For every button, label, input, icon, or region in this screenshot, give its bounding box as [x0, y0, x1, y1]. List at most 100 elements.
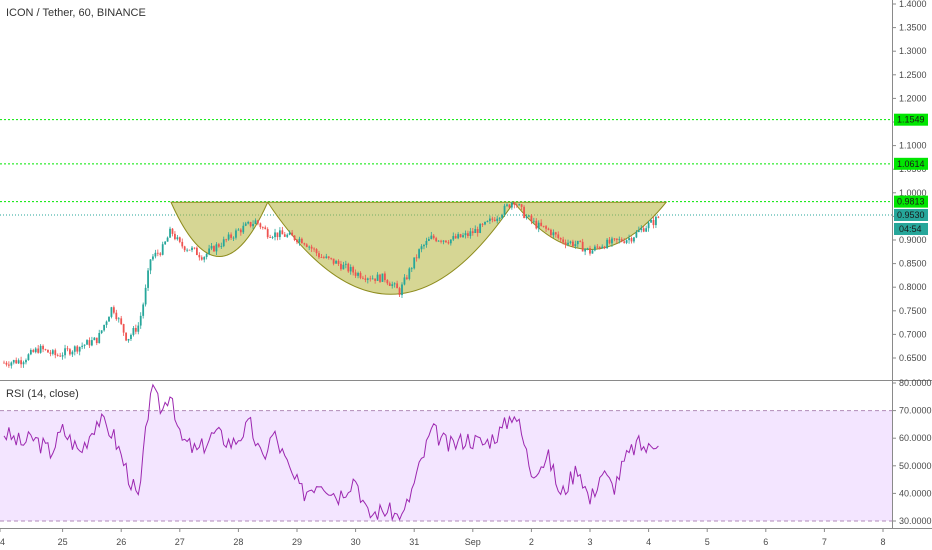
- time-tick-label: 4: [646, 537, 651, 547]
- candle-body: [589, 248, 591, 254]
- candle-body: [169, 228, 171, 238]
- candle-body: [279, 230, 281, 238]
- price-tags: 1.1549 1.0614 0.9813 0.9530 04:54: [894, 113, 928, 235]
- candle-body: [188, 249, 191, 251]
- candle-body: [139, 315, 142, 326]
- candle-body: [54, 350, 57, 356]
- candle-body: [286, 234, 289, 237]
- candle-body: [506, 204, 508, 206]
- candle-body: [37, 348, 40, 353]
- candle-body: [296, 239, 298, 243]
- candle-body: [137, 325, 140, 332]
- candle-body: [91, 340, 93, 346]
- candle-body: [86, 340, 88, 345]
- candle-body: [471, 231, 474, 234]
- candle-body: [532, 220, 535, 222]
- candle-body: [459, 234, 462, 238]
- price-tick-label: 0.7500: [899, 306, 927, 316]
- candle-body: [554, 232, 557, 235]
- candle-body: [264, 227, 267, 230]
- candle-body: [647, 222, 650, 229]
- candle-body: [103, 324, 106, 331]
- candle-body: [637, 230, 640, 232]
- candle-body: [98, 333, 101, 344]
- candle-body: [572, 241, 574, 247]
- candle-body: [205, 253, 208, 258]
- candle-body: [576, 240, 579, 245]
- candle-body: [49, 352, 52, 354]
- cup-shape: [170, 201, 269, 258]
- candle-body: [640, 228, 643, 231]
- candle-body: [64, 348, 66, 356]
- candle-body: [398, 288, 401, 296]
- candle-body: [12, 360, 15, 363]
- candle-body: [288, 232, 291, 235]
- time-tick-label: 25: [58, 537, 68, 547]
- candle-body: [237, 229, 240, 231]
- candle-body: [305, 244, 308, 247]
- candle-body: [376, 274, 379, 281]
- candle-body: [76, 346, 79, 352]
- candle-body: [281, 230, 284, 235]
- candle-body: [552, 232, 555, 236]
- candle-body: [320, 257, 323, 259]
- candle-body: [437, 240, 440, 242]
- candle-body: [271, 237, 274, 238]
- candle-body: [628, 238, 630, 241]
- candle-body: [154, 252, 157, 257]
- candle-body: [479, 224, 482, 233]
- candle-body: [342, 264, 345, 270]
- candle-body: [623, 241, 626, 243]
- candle-body: [657, 216, 660, 218]
- candle-body: [259, 223, 262, 228]
- price-level-tag-label: 0.9813: [897, 197, 925, 207]
- last-price-tag-label: 0.9530: [897, 210, 925, 220]
- candle-body: [642, 228, 645, 232]
- price-axis[interactable]: 1.40001.35001.30001.25001.20001.15001.10…: [892, 0, 927, 363]
- candle-body: [147, 270, 149, 288]
- candle-body: [545, 226, 547, 229]
- candle-body: [195, 247, 198, 256]
- candle-body: [193, 247, 196, 249]
- candle-body: [535, 220, 538, 229]
- time-tick-label: 31: [409, 537, 419, 547]
- candle-body: [15, 360, 18, 364]
- candle-body: [403, 277, 406, 285]
- candle-body: [537, 222, 540, 229]
- candle-body: [61, 355, 64, 357]
- candle-body: [413, 257, 416, 269]
- price-tick-label: 0.8500: [899, 259, 927, 269]
- candle-body: [591, 250, 594, 254]
- candle-body: [562, 239, 565, 243]
- time-tick-label: 24: [0, 537, 5, 547]
- time-tick-label: 3: [587, 537, 592, 547]
- candle-body: [134, 328, 137, 332]
- candle-body: [27, 354, 30, 361]
- candle-body: [66, 348, 69, 350]
- candle-body: [593, 246, 596, 251]
- candle-body: [608, 239, 611, 244]
- price-tick-label: 1.1000: [899, 141, 927, 151]
- time-tick-label: 7: [822, 537, 827, 547]
- candle-body: [257, 220, 259, 224]
- candle-body: [525, 216, 528, 219]
- rsi-axis[interactable]: 80.0000 70.0000 60.0000 50.0000 40.0000 30.00…: [892, 378, 932, 526]
- candle-body: [510, 202, 513, 208]
- candle-body: [239, 229, 242, 233]
- candle-body: [432, 235, 435, 239]
- time-axis[interactable]: 24 25 26 27 28 29 30 31 Sep 2 3 4 5 6 7 8: [0, 528, 886, 547]
- candle-body: [596, 246, 599, 248]
- candle-body: [645, 228, 648, 232]
- candle-body: [401, 284, 403, 296]
- candle-body: [618, 239, 621, 241]
- candle-body: [476, 229, 479, 233]
- candle-body: [601, 246, 604, 249]
- time-tick-label: 26: [116, 537, 126, 547]
- rsi-tick-label: 80.0000: [899, 378, 932, 388]
- candle-body: [630, 238, 633, 242]
- candle-body: [81, 345, 84, 347]
- candle-body: [235, 230, 237, 238]
- candle-body: [244, 223, 247, 226]
- candle-body: [388, 283, 391, 286]
